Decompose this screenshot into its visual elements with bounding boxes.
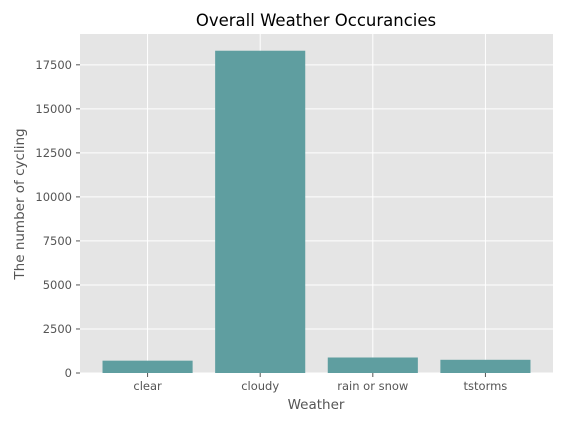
x-axis-label: Weather [288, 397, 345, 413]
x-tick-label: rain or snow [337, 379, 408, 393]
x-tick-label: clear [133, 379, 162, 393]
bar-rain-or-snow [327, 357, 418, 373]
y-tick-label: 17500 [35, 58, 72, 72]
bar-tstorms [440, 359, 531, 373]
x-tick-label: tstorms [464, 379, 508, 393]
bar-cloudy [215, 50, 306, 374]
y-tick-label: 15000 [35, 102, 72, 116]
y-tick-label: 10000 [35, 190, 72, 204]
y-axis-ticks: 0 2500 5000 7500 10000 12500 15000 17500 [35, 58, 80, 380]
x-tick-label: cloudy [241, 379, 279, 393]
bars [102, 50, 531, 374]
y-tick-label: 7500 [43, 234, 72, 248]
y-tick-label: 0 [65, 366, 72, 380]
chart-title: Overall Weather Occurancies [196, 11, 436, 30]
y-tick-label: 2500 [43, 322, 72, 336]
y-tick-label: 12500 [35, 146, 72, 160]
y-tick-label: 5000 [43, 278, 72, 292]
x-axis-ticks: clear cloudy rain or snow tstorms [133, 373, 507, 393]
bar-clear [102, 360, 193, 373]
plot-area [80, 34, 553, 373]
y-axis-label: The number of cycling [12, 128, 28, 280]
